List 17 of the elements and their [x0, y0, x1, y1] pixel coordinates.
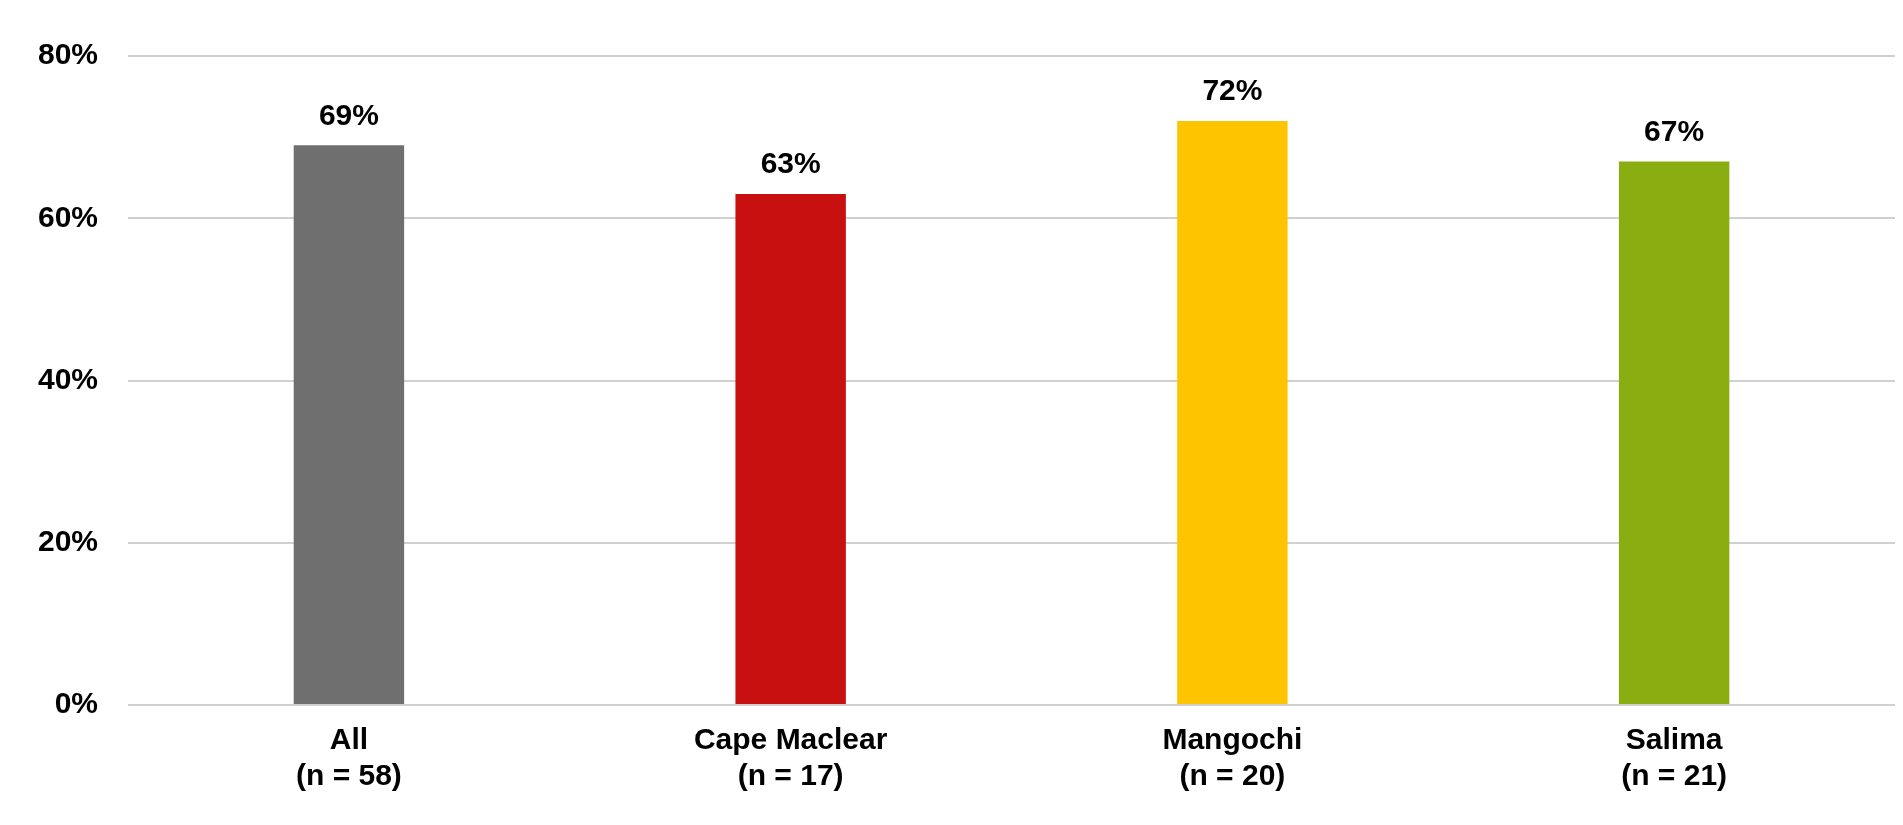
bar	[1177, 120, 1288, 704]
y-tick-label: 40%	[38, 361, 99, 395]
bar	[735, 193, 846, 704]
y-tick-label: 0%	[54, 686, 99, 720]
x-tick-label: All (n = 58)	[295, 722, 402, 792]
y-tick-label: 20%	[38, 524, 99, 558]
data-label: 67%	[1644, 113, 1705, 147]
y-tick-label: 60%	[38, 199, 99, 233]
x-tick-label: Cape Maclear (n = 17)	[693, 722, 888, 792]
bar	[293, 145, 405, 704]
y-tick-label: 80%	[38, 37, 99, 71]
bar	[1618, 161, 1730, 704]
data-label: 63%	[760, 146, 821, 180]
data-label: 72%	[1202, 73, 1263, 107]
x-tick-label: Mangochi (n = 20)	[1162, 722, 1303, 792]
data-label: 69%	[318, 97, 379, 131]
x-tick-label: Salima (n = 21)	[1621, 722, 1728, 792]
